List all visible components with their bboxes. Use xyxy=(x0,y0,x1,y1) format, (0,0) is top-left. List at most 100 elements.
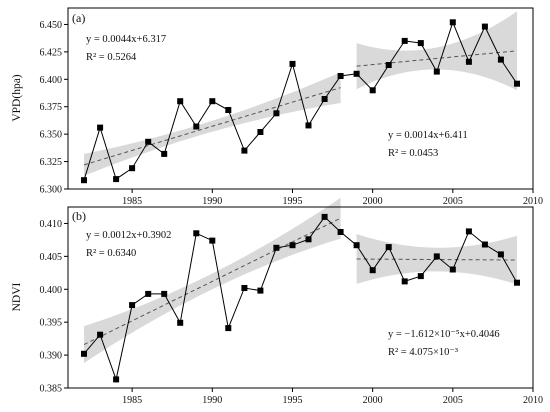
vpd-panel: 1985 1990 1995 2000 2005 2010 6.300 6.325 6.350… xyxy=(11,7,543,207)
ndvi-data-point-2002 xyxy=(401,278,408,285)
vpd-plot-frame xyxy=(67,7,534,190)
ndvi-data-point-1991 xyxy=(225,325,232,332)
ndvi-data-point-2004 xyxy=(433,253,440,260)
vpd-data-point-1995 xyxy=(289,60,296,67)
ndvi-data-point-1995 xyxy=(289,242,296,249)
ndvi-data-point-2003 xyxy=(417,273,424,280)
ndvi-late-r2: R² = 4.075×10⁻³ xyxy=(388,347,458,358)
ndvi-data-point-1990 xyxy=(209,237,216,244)
ndvi-y-tick-label: 0.395 xyxy=(40,318,63,329)
ndvi-trend-line-0 xyxy=(83,217,341,346)
ndvi-late-equation: y = −1.612×10⁻⁵x+0.4046 xyxy=(388,329,500,340)
vpd-data-point-1983 xyxy=(97,124,104,131)
vpd-x-tick-label: 2005 xyxy=(443,196,463,207)
ndvi-data-point-1993 xyxy=(257,287,264,294)
vpd-data-point-2002 xyxy=(401,37,408,44)
vpd-trend-line-1 xyxy=(356,50,518,67)
ndvi-data-point-2008 xyxy=(497,251,504,258)
ndvi-data-point-1992 xyxy=(241,285,248,291)
ndvi-data-point-1989 xyxy=(193,230,200,237)
ndvi-data-point-2005 xyxy=(449,266,456,273)
vpd-y-tick-label: 6.425 xyxy=(40,47,63,58)
ndvi-x-tick-label: 2010 xyxy=(523,395,543,406)
ndvi-early-r2: R² = 0.6340 xyxy=(86,248,136,259)
ndvi-data-point-2000 xyxy=(369,267,376,274)
ndvi-early-equation: y = 0.0012x+0.3902 xyxy=(86,230,171,241)
vpd-data-point-2007 xyxy=(481,23,488,30)
ndvi-x-tick-label: 1985 xyxy=(122,395,142,406)
ndvi-plot-frame xyxy=(67,206,534,389)
vpd-data-point-1990 xyxy=(209,98,216,105)
ndvi-series-line xyxy=(83,216,518,382)
ndvi-data-point-1999 xyxy=(353,242,360,249)
vpd-y-tick-label: 6.400 xyxy=(40,75,63,86)
vpd-data-point-1982 xyxy=(81,177,87,184)
vpd-y-tick-label: 6.375 xyxy=(40,102,63,113)
vpd-x-tick-label: 2010 xyxy=(523,196,543,207)
vpd-x-tick-label: 1990 xyxy=(202,196,222,207)
vpd-data-point-2005 xyxy=(449,19,456,26)
vpd-data-point-1988 xyxy=(177,98,184,105)
ndvi-data-point-1982 xyxy=(81,350,87,357)
ndvi-data-point-1997 xyxy=(321,213,328,220)
vpd-data-point-1993 xyxy=(257,129,264,135)
vpd-y-tick-label: 6.300 xyxy=(40,185,63,196)
ndvi-y-tick-label: 0.390 xyxy=(40,351,63,362)
vpd-late-r2: R² = 0.0453 xyxy=(388,148,438,159)
vpd-y-tick-label: 6.350 xyxy=(40,130,63,141)
vpd-confidence-band-0 xyxy=(84,72,341,176)
ndvi-panel-label: (b) xyxy=(72,209,86,223)
ndvi-data-point-1987 xyxy=(161,290,168,297)
ndvi-data-point-2007 xyxy=(481,241,488,248)
ndvi-confidence-band-0 xyxy=(84,197,341,363)
vpd-data-point-2003 xyxy=(417,40,424,47)
vpd-trend-line-0 xyxy=(83,87,341,166)
vpd-x-tick-label: 1995 xyxy=(282,196,302,207)
vpd-data-point-1989 xyxy=(193,123,200,130)
ndvi-data-point-2006 xyxy=(465,228,472,235)
ndvi-trend-line-1 xyxy=(356,258,517,261)
ndvi-data-point-1988 xyxy=(177,319,184,326)
ndvi-y-tick-label: 0.410 xyxy=(40,219,63,230)
ndvi-data-point-2009 xyxy=(514,279,520,286)
vpd-y-axis-label: VPD(hpa) xyxy=(11,74,23,121)
ndvi-y-axis-label: NDVI xyxy=(11,282,23,311)
vpd-y-tick-label: 6.450 xyxy=(40,20,63,31)
ndvi-data-point-2001 xyxy=(385,244,392,251)
vpd-data-point-1998 xyxy=(337,73,344,79)
vpd-x-tick-label: 1985 xyxy=(122,196,142,207)
vpd-data-point-2006 xyxy=(465,58,472,65)
vpd-data-point-1999 xyxy=(353,70,360,77)
ndvi-data-point-1984 xyxy=(113,376,120,383)
vpd-confidence-band-1 xyxy=(356,11,517,91)
vpd-data-point-1985 xyxy=(129,165,136,172)
ndvi-data-point-1994 xyxy=(273,244,280,251)
ndvi-panel: 1985 1990 1995 2000 2005 2010 0.385 0.390 0.395… xyxy=(11,197,543,406)
ndvi-data-point-1983 xyxy=(97,331,104,338)
ndvi-x-tick-label: 2000 xyxy=(363,395,383,406)
ndvi-y-tick-label: 0.405 xyxy=(40,252,63,263)
vpd-data-point-2001 xyxy=(385,62,392,68)
ndvi-y-tick-label: 0.385 xyxy=(40,384,63,395)
vpd-series-line xyxy=(83,20,518,181)
ndvi-data-point-1998 xyxy=(337,229,344,235)
vpd-late-equation: y = 0.0014x+6.411 xyxy=(388,130,468,141)
vpd-data-point-2009 xyxy=(514,80,520,87)
vpd-data-point-1986 xyxy=(145,138,152,145)
vpd-data-point-2008 xyxy=(497,56,504,63)
ndvi-x-tick-label: 1990 xyxy=(202,395,222,406)
vpd-data-point-2000 xyxy=(369,87,376,94)
vpd-data-point-1994 xyxy=(273,110,280,117)
ndvi-data-point-1986 xyxy=(145,290,152,297)
vpd-data-point-1984 xyxy=(113,176,120,183)
ndvi-y-tick-label: 0.400 xyxy=(40,285,63,296)
vpd-data-point-1992 xyxy=(241,147,248,154)
vpd-data-point-1996 xyxy=(305,122,312,129)
vpd-y-tick-label: 6.325 xyxy=(40,157,63,168)
vpd-data-point-2004 xyxy=(433,68,440,75)
vpd-x-tick-label: 2000 xyxy=(363,196,383,207)
ndvi-data-point-1996 xyxy=(305,236,312,243)
vpd-data-point-1997 xyxy=(321,96,328,102)
ndvi-data-point-1985 xyxy=(129,302,136,309)
